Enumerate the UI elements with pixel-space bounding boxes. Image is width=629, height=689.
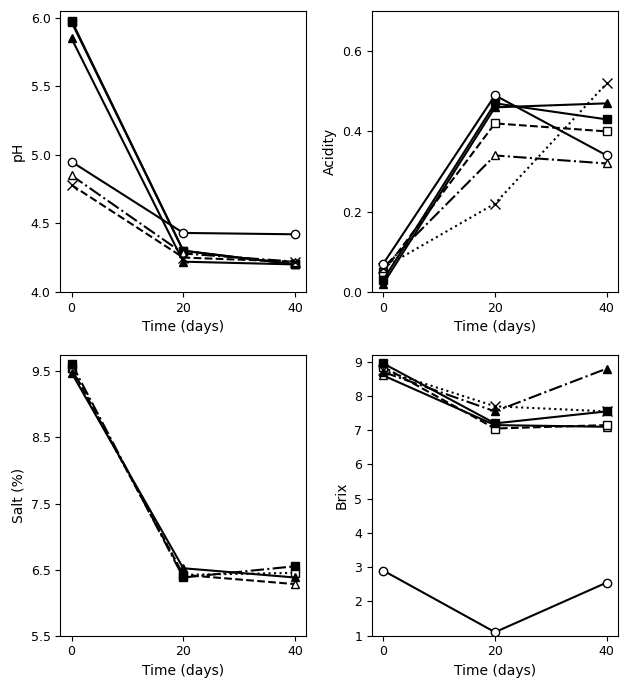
X-axis label: Time (days): Time (days) — [454, 664, 536, 678]
X-axis label: Time (days): Time (days) — [454, 320, 536, 334]
Y-axis label: Salt (%): Salt (%) — [11, 468, 25, 523]
Y-axis label: Brix: Brix — [335, 482, 349, 509]
X-axis label: Time (days): Time (days) — [142, 664, 225, 678]
X-axis label: Time (days): Time (days) — [142, 320, 225, 334]
Y-axis label: pH: pH — [11, 142, 25, 161]
Y-axis label: Acidity: Acidity — [323, 128, 337, 175]
